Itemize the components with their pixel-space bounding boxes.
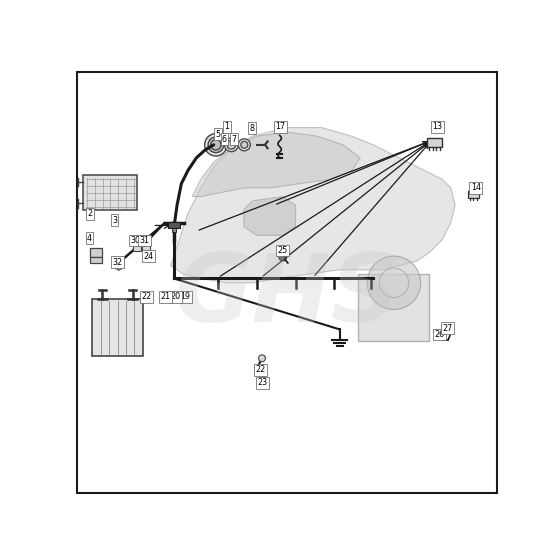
- Polygon shape: [192, 132, 360, 197]
- Text: 8: 8: [249, 124, 254, 133]
- Circle shape: [241, 141, 248, 148]
- Bar: [147, 241, 150, 244]
- Bar: [90, 248, 101, 257]
- Circle shape: [238, 139, 250, 151]
- Bar: [133, 244, 141, 251]
- Circle shape: [260, 377, 267, 383]
- Circle shape: [208, 137, 223, 152]
- Text: 17: 17: [276, 122, 286, 131]
- Text: 27: 27: [442, 324, 452, 333]
- Bar: [138, 241, 141, 244]
- Text: 13: 13: [432, 122, 442, 131]
- Text: 32: 32: [113, 258, 123, 267]
- Text: 2: 2: [87, 209, 92, 218]
- Text: 26: 26: [434, 330, 444, 339]
- Text: 14: 14: [471, 184, 481, 193]
- Text: 7: 7: [232, 135, 237, 144]
- Text: GHS: GHS: [175, 250, 399, 342]
- Text: 1: 1: [224, 122, 229, 131]
- Circle shape: [367, 256, 421, 310]
- Text: 24: 24: [143, 251, 153, 260]
- Circle shape: [446, 325, 452, 330]
- Bar: [92, 299, 143, 356]
- Bar: [468, 190, 479, 198]
- Bar: [133, 241, 136, 244]
- Text: 20: 20: [171, 292, 181, 301]
- Text: 6: 6: [222, 135, 227, 144]
- Bar: [83, 175, 137, 211]
- Text: 19: 19: [181, 292, 191, 301]
- Polygon shape: [171, 128, 455, 283]
- Circle shape: [227, 141, 236, 149]
- Text: 23: 23: [258, 379, 268, 388]
- Circle shape: [211, 139, 221, 150]
- Circle shape: [279, 253, 287, 261]
- Circle shape: [259, 355, 265, 362]
- Circle shape: [204, 134, 227, 156]
- Bar: [167, 222, 180, 227]
- Circle shape: [379, 268, 409, 297]
- Bar: [172, 227, 176, 232]
- Bar: [142, 244, 150, 251]
- Circle shape: [225, 138, 238, 152]
- Text: 3: 3: [112, 216, 117, 225]
- Bar: [427, 138, 442, 147]
- Polygon shape: [114, 259, 124, 270]
- Text: 30: 30: [130, 236, 140, 245]
- Text: 22: 22: [142, 292, 152, 301]
- Polygon shape: [244, 197, 296, 235]
- Text: 5: 5: [216, 129, 221, 138]
- Text: 22: 22: [255, 366, 265, 375]
- Bar: [358, 274, 430, 341]
- Text: 25: 25: [278, 246, 288, 255]
- Text: 21: 21: [160, 292, 170, 301]
- Circle shape: [116, 262, 122, 268]
- Text: 31: 31: [139, 236, 150, 245]
- Bar: [142, 241, 144, 244]
- Bar: [90, 258, 101, 263]
- Text: 4: 4: [87, 234, 92, 243]
